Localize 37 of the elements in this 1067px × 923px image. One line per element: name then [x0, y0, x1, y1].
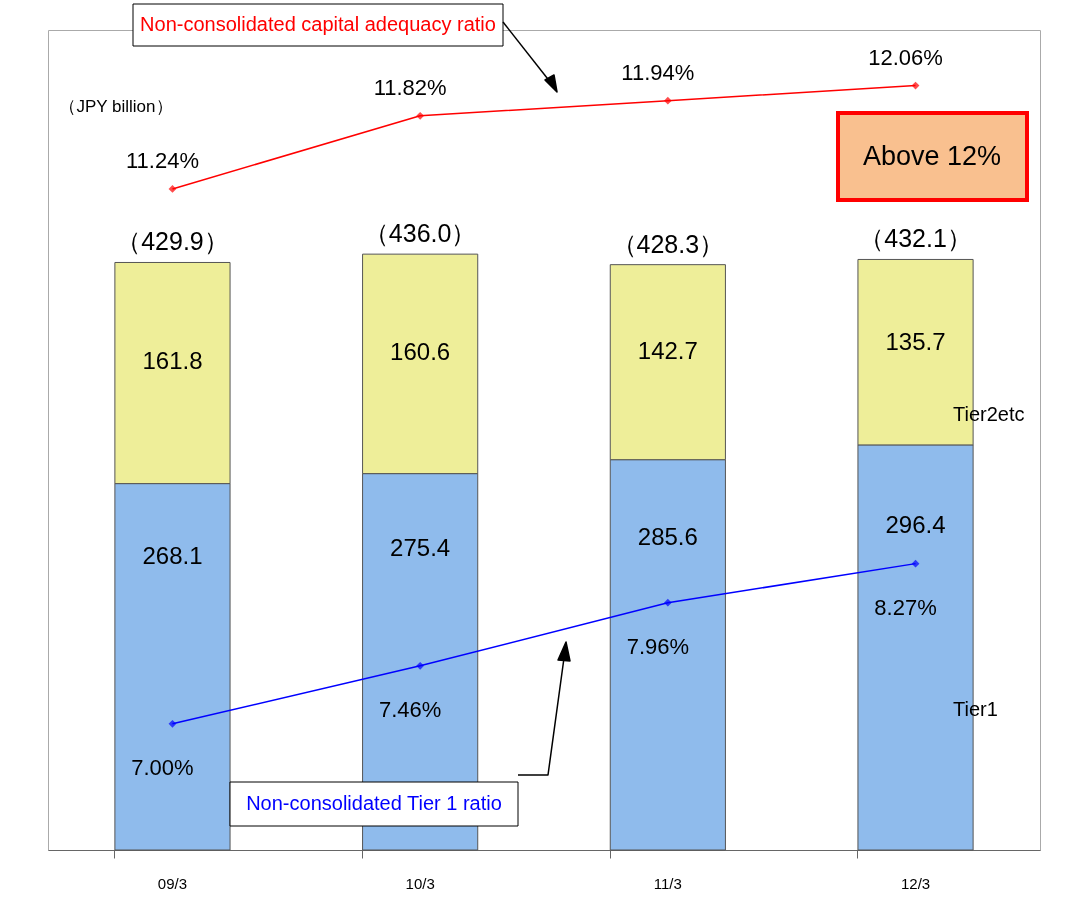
x-tick-label: 12/3: [900, 874, 931, 892]
data-label: 7.00%: [131, 754, 194, 780]
data-label: 160.6: [390, 337, 451, 365]
text: Non-consolidated capital adequacy ratio: [140, 13, 496, 35]
point: [663, 96, 672, 105]
data-label: 11.82%: [373, 74, 447, 100]
annotation: （JPY billion）: [59, 97, 173, 116]
point: [416, 111, 425, 120]
point: [168, 185, 177, 193]
data-label: 11.24%: [125, 147, 199, 173]
data-label: 11.94%: [621, 59, 695, 85]
total-label: （436.0）: [363, 219, 477, 248]
data-label: 268.1: [142, 541, 203, 569]
x-tick-label: 09/3: [157, 874, 188, 892]
data-label: 8.27%: [874, 594, 937, 620]
series-label: Tier1: [953, 698, 998, 720]
data-label: 12.06%: [868, 44, 943, 70]
point: [911, 559, 920, 568]
data-label: 296.4: [885, 510, 946, 538]
total-label: （428.3）: [611, 229, 725, 258]
point: [663, 598, 672, 607]
x-tick-label: 10/3: [405, 874, 435, 892]
data-label: 285.6: [637, 522, 698, 550]
point: [416, 661, 425, 670]
text: Non-consolidated Tier 1 ratio: [246, 792, 502, 814]
data-label: 142.7: [637, 337, 698, 365]
annotation: Above 12%: [862, 141, 1002, 171]
series-label: Tier2etc: [953, 403, 1025, 425]
data-label: 275.4: [390, 533, 451, 561]
data-label: 135.7: [885, 327, 946, 355]
data-label: 7.96%: [626, 633, 690, 659]
data-label: 7.46%: [378, 696, 442, 722]
total-label: （432.1）: [859, 224, 972, 253]
data-label: 161.8: [142, 346, 203, 374]
x-tick-label: 11/3: [653, 874, 682, 892]
total-label: （429.9）: [116, 227, 229, 256]
point: [168, 719, 177, 728]
